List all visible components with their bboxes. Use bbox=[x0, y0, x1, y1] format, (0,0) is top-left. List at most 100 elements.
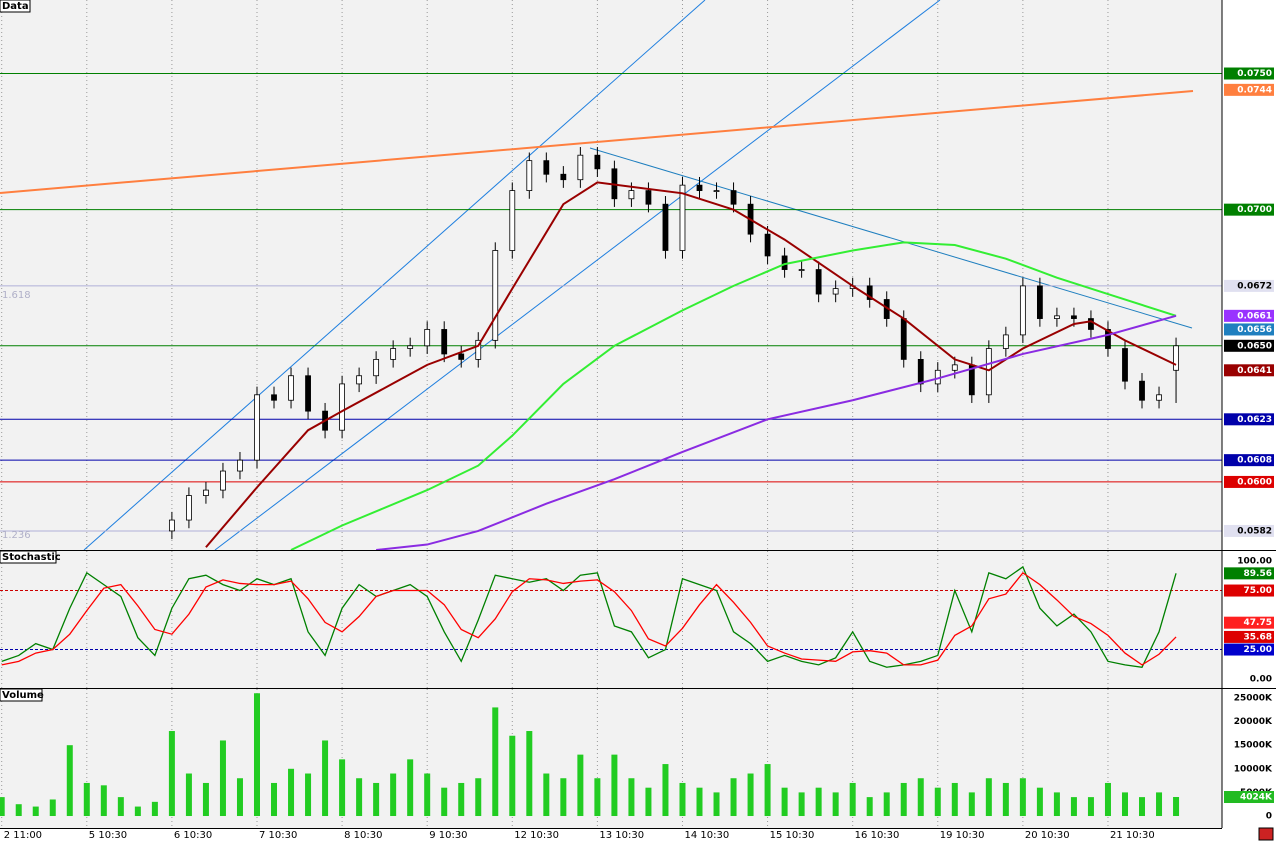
candle-body bbox=[288, 375, 294, 401]
x-tick-label: 19 10:30 bbox=[940, 830, 985, 841]
volume-bar bbox=[339, 759, 346, 817]
y-tick-label: 0.0623 bbox=[1237, 415, 1272, 425]
y-tick-label: 0.0650 bbox=[1237, 341, 1272, 351]
volume-bar bbox=[1002, 782, 1009, 817]
volume-bar bbox=[645, 787, 652, 817]
volume-bar bbox=[526, 731, 533, 817]
candle-body bbox=[832, 288, 839, 295]
oscillator-line bbox=[1, 571, 1177, 666]
price-tag bbox=[1224, 309, 1274, 322]
candle-body bbox=[628, 190, 635, 200]
volume-bar bbox=[509, 735, 516, 817]
volume-bar bbox=[611, 754, 618, 817]
candle-body bbox=[509, 190, 516, 251]
x-tick-label: 16 10:30 bbox=[855, 830, 900, 841]
price-tag bbox=[1224, 475, 1274, 488]
x-tick-label: 13 10:30 bbox=[599, 830, 644, 841]
volume-bar bbox=[798, 792, 805, 817]
plot-background bbox=[0, 0, 1222, 828]
y-tick-label: 25.00 bbox=[1244, 645, 1272, 655]
price-tag bbox=[1224, 323, 1274, 336]
y-tick-label: 0.0672 bbox=[1237, 281, 1272, 291]
volume-bar bbox=[577, 754, 584, 817]
resistance-line bbox=[0, 90, 1194, 194]
price-tag bbox=[1224, 67, 1274, 80]
x-tick-label: 21 10:30 bbox=[1110, 830, 1155, 841]
title-box bbox=[0, 688, 43, 702]
channel-line bbox=[83, 0, 706, 550]
candle-body bbox=[577, 154, 584, 181]
y-tick-label: 75.00 bbox=[1244, 586, 1272, 596]
x-tick-label: 8 10:30 bbox=[344, 830, 382, 841]
candle-body bbox=[1054, 315, 1060, 319]
candle-body bbox=[1019, 285, 1026, 336]
candle-body bbox=[1002, 334, 1009, 349]
volume-bar bbox=[236, 778, 243, 817]
candle-body bbox=[237, 459, 243, 472]
volume-bar bbox=[390, 773, 397, 817]
volume-bar bbox=[168, 731, 175, 817]
volume-bar bbox=[543, 773, 550, 817]
volume-bar bbox=[900, 782, 907, 817]
candle-body bbox=[492, 250, 499, 341]
volume-bar bbox=[1173, 797, 1180, 817]
price-tag bbox=[1224, 364, 1274, 377]
volume-bar bbox=[713, 792, 720, 817]
volume-bar bbox=[151, 801, 158, 817]
candle-body bbox=[424, 329, 431, 347]
candle-body bbox=[254, 394, 260, 461]
x-tick-label: 15 10:30 bbox=[770, 830, 815, 841]
volume-bar bbox=[917, 778, 924, 817]
volume-bar bbox=[1036, 787, 1043, 817]
volume-bar bbox=[32, 806, 39, 817]
volume-bar bbox=[117, 797, 124, 817]
volume-bar bbox=[1087, 797, 1094, 817]
candle-body bbox=[815, 269, 822, 295]
candle-body bbox=[866, 285, 873, 300]
price-tag bbox=[1224, 567, 1274, 580]
x-tick-label: 14 10:30 bbox=[684, 830, 729, 841]
volume-bar bbox=[764, 764, 771, 817]
candle-body bbox=[203, 489, 209, 496]
price-tag bbox=[1224, 203, 1274, 216]
volume-bar bbox=[866, 797, 873, 817]
descending-line bbox=[589, 147, 1193, 329]
volume-bar bbox=[1104, 782, 1111, 817]
y-tick-label: 10000K bbox=[1234, 764, 1273, 774]
volume-bar bbox=[219, 740, 226, 817]
candle-body bbox=[662, 203, 669, 251]
volume-bar bbox=[1156, 792, 1163, 817]
candle-body bbox=[1036, 285, 1043, 319]
candle-body bbox=[271, 394, 277, 401]
y-tick-label: 0.00 bbox=[1250, 675, 1272, 685]
candle-body bbox=[1122, 348, 1128, 382]
y-tick-label: 15000K bbox=[1234, 741, 1273, 751]
volume-bar bbox=[594, 778, 601, 817]
x-tick-label: 12 10:30 bbox=[514, 830, 559, 841]
y-tick-label: 0.0656 bbox=[1237, 325, 1272, 335]
volume-bar bbox=[951, 782, 958, 817]
candle-body bbox=[730, 190, 737, 205]
candle-body bbox=[951, 364, 958, 371]
volume-bar bbox=[185, 773, 192, 817]
y-tick-label: 0.0700 bbox=[1237, 205, 1272, 215]
candle-body bbox=[458, 353, 465, 360]
channel-line bbox=[214, 0, 941, 550]
candle-body bbox=[764, 233, 771, 257]
volume-bar bbox=[66, 745, 73, 817]
candle-body bbox=[696, 184, 703, 191]
volume-bar bbox=[83, 782, 90, 817]
candle-body bbox=[543, 160, 550, 175]
volume-bar bbox=[679, 782, 686, 817]
title-box bbox=[0, 0, 31, 13]
volume-bar bbox=[15, 804, 22, 817]
candle-body bbox=[560, 173, 567, 181]
price-tag bbox=[1224, 584, 1274, 597]
candle-body bbox=[713, 190, 720, 192]
price-tag bbox=[1224, 454, 1274, 467]
volume-bar bbox=[968, 792, 975, 817]
corner-button[interactable] bbox=[1258, 827, 1274, 841]
volume-bar bbox=[475, 778, 482, 817]
candle-body bbox=[407, 345, 414, 349]
x-tick-label: 6 10:30 bbox=[174, 830, 212, 841]
